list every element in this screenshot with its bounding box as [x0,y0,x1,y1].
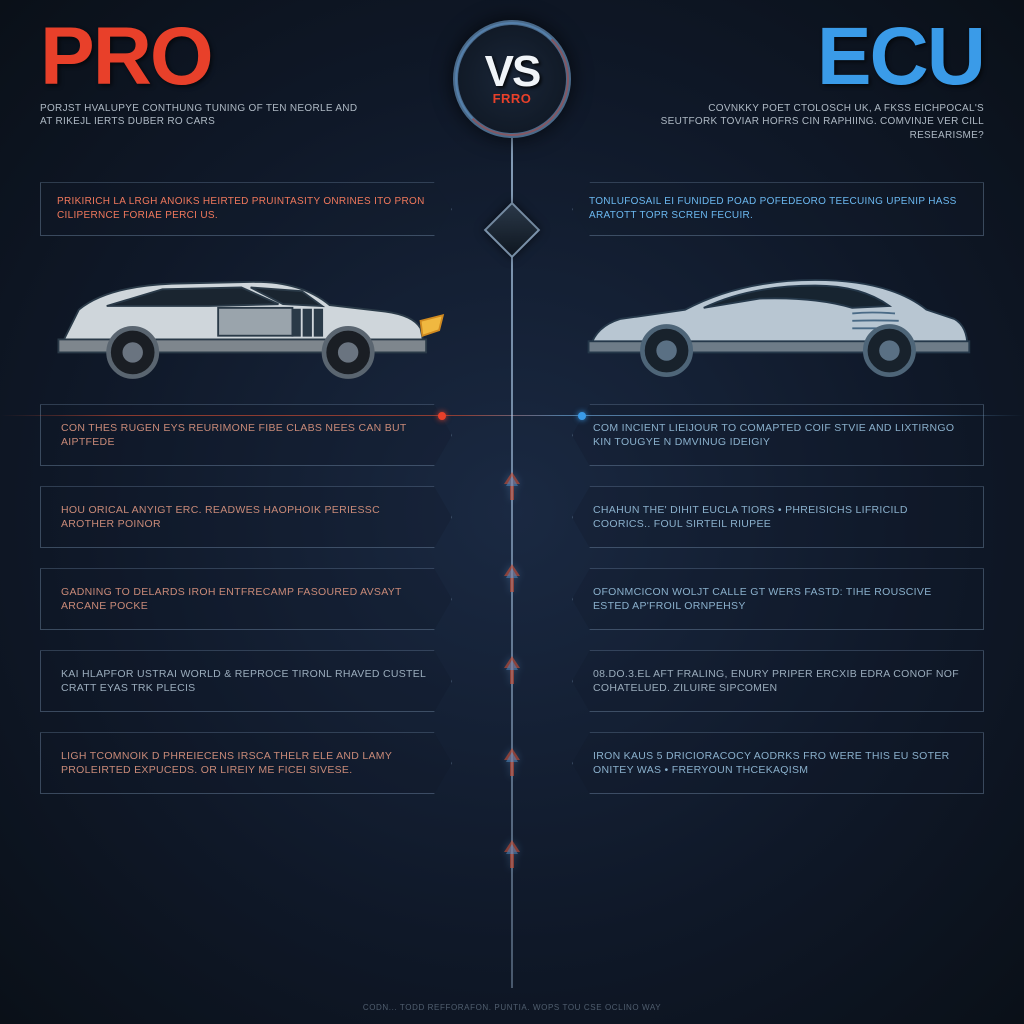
ecu-item-4: 08.DO.3.EL AFT FRALING, ENURY PRIPER ERC… [572,650,984,712]
ecu-car-icon [562,254,994,384]
vs-text: VS [485,52,540,92]
horizon-node-left [438,412,446,420]
horizon-node-right [578,412,586,420]
footer-text: CODN... TODD REFFORAFON. PUNTIA. WOPS TO… [0,1003,1024,1012]
pro-item-4: KAI HLAPFOR USTRAI WORLD & REPROCE TIRON… [40,650,452,712]
ecu-item-2: CHAHUN THE' DIHIT EUCLA TIORS • PHREISIC… [572,486,984,548]
ecu-header: ECU COVNKKY POET CTOLOSCH UK, A FKSS EIC… [588,20,984,142]
spine-marker-1 [500,470,524,504]
ecu-column: COM INCIENT LIEIJOUR TO COMAPTED COIF ST… [572,404,984,794]
pro-item-2: HOU ORICAL ANYIGT ERC. READWES HAOPHOIK … [40,486,452,548]
spine-marker-2 [500,562,524,596]
pro-subtitle: PORJST HVALUPYE CONTHUNG TUNING OF TEN N… [40,102,370,129]
pro-item-5: LIGH TCOMNOIK D PHREIECENS IRSCA THELR E… [40,732,452,794]
ecu-title: ECU [588,20,984,94]
pro-intro-box: PRIKIRICH LA LRGH ANOIKS HEIRTED PRUINTA… [40,182,452,236]
vs-subtext: FRRO [493,91,532,106]
vs-badge: VS FRRO [453,20,571,138]
pro-header: PRO PORJST HVALUPYE CONTHUNG TUNING OF T… [40,20,436,129]
spine-marker-5 [500,838,524,872]
ecu-item-5: IRON KAUS 5 DRICIORACOCY AODRKS FRO WERE… [572,732,984,794]
pro-title: PRO [40,20,436,94]
pro-item-1: CON THES RUGEN EYS REURIMONE FIBE CLABS … [40,404,452,466]
center-markers [500,470,524,872]
spine-marker-3 [500,654,524,688]
pro-car-icon [30,254,462,384]
ecu-subtitle: COVNKKY POET CTOLOSCH UK, A FKSS EICHPOC… [654,102,984,143]
pro-column: CON THES RUGEN EYS REURIMONE FIBE CLABS … [40,404,452,794]
header: PRO PORJST HVALUPYE CONTHUNG TUNING OF T… [0,0,1024,152]
spine-marker-4 [500,746,524,780]
ecu-intro-box: TONLUFOSAIL EI FUNIDED POAD POFEDEORO TE… [572,182,984,236]
ecu-item-3: OFONMCICON WOLJT CALLE GT WERS FASTD: TI… [572,568,984,630]
ecu-item-1: COM INCIENT LIEIJOUR TO COMAPTED COIF ST… [572,404,984,466]
pro-item-3: GADNING TO DELARDS IROH ENTFRECAMP FASOU… [40,568,452,630]
